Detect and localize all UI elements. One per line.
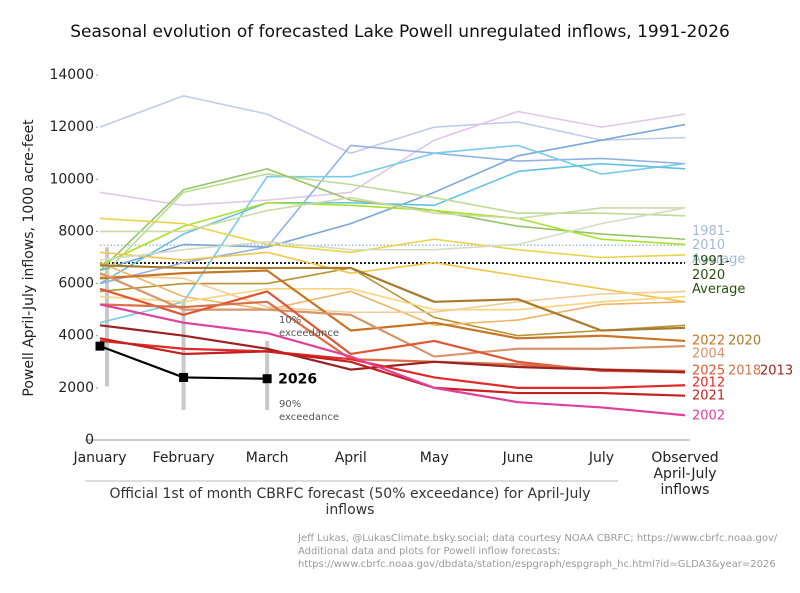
series-line: [99, 168, 686, 272]
series-line: [99, 274, 686, 314]
series-line: [99, 303, 686, 417]
y-tick-label: 14000: [49, 67, 94, 83]
series-line: [99, 339, 686, 389]
x-axis-label: Official 1st of month CBRFC forecast (50…: [109, 486, 591, 518]
series-line: [99, 162, 686, 285]
series-line: [99, 95, 686, 155]
y-tick-label: 12000: [49, 119, 94, 135]
chart-title: Seasonal evolution of forecasted Lake Po…: [70, 22, 730, 42]
series-label: 2026: [278, 372, 317, 388]
series-line: [99, 144, 686, 324]
series-line: [99, 251, 686, 303]
series-line: [99, 272, 686, 358]
series-line: [99, 217, 686, 259]
x-tick-label: May: [419, 450, 449, 466]
source-line: Jeff Lukas, @LukasClimate.bsky.social; d…: [298, 533, 778, 544]
series-line: [99, 337, 686, 397]
marker: [179, 372, 189, 382]
series-label: 2020: [728, 334, 761, 349]
exceedance-90-label: 90% exceedance: [279, 399, 339, 423]
series-line: [99, 269, 686, 343]
y-axis-label: Powell April-July inflows, 1000 acre-fee…: [21, 119, 37, 397]
x-tick-label: June: [502, 450, 534, 466]
series-line: [99, 144, 686, 285]
series-line: [99, 201, 686, 267]
y-tick-label: 2000: [58, 380, 94, 396]
y-tick-label: 10000: [49, 171, 94, 187]
y-tick-label: 8000: [58, 223, 94, 239]
exceedance-10-label: 10% exceedance: [279, 315, 339, 339]
series-line: [99, 173, 686, 279]
series-line: [99, 110, 686, 207]
series-label: 2022: [692, 334, 725, 349]
series-label: 2012: [692, 376, 725, 391]
series-label: 2004: [692, 347, 725, 362]
source: Jeff Lukas, @LukasClimate.bsky.social; d…: [298, 532, 798, 571]
series-line: [99, 261, 686, 327]
x-tick-label: February: [152, 450, 215, 466]
series-line: [99, 264, 686, 332]
source-line: https://www.cbrfc.noaa.gov/dbdata/statio…: [298, 559, 776, 570]
series-label: 2013: [760, 364, 793, 379]
series-label: 2021: [692, 389, 725, 404]
series-line: [99, 287, 686, 311]
reference-label: 1991-2020 Average: [692, 253, 746, 297]
y-tick-label: 4000: [58, 328, 94, 344]
x-tick-label: March: [245, 450, 289, 466]
reference-label: 1981-2010 Average: [692, 224, 746, 268]
x-tick-label: Observed April-July inflows: [651, 450, 719, 498]
y-tick-label: 0: [85, 432, 94, 448]
marker: [262, 374, 272, 384]
x-tick-label: July: [588, 450, 615, 466]
marker: [95, 341, 105, 351]
x-tick-label: April: [334, 450, 367, 466]
x-tick-label: January: [73, 450, 127, 466]
series-line: [99, 324, 686, 374]
series-line: [99, 207, 686, 261]
source-line: Additional data and plots for Powell inf…: [298, 546, 561, 557]
series-label: 2018: [728, 364, 761, 379]
series-label: 2002: [692, 409, 725, 424]
y-tick-label: 6000: [58, 276, 94, 292]
series-label: 2025: [692, 364, 725, 379]
series-line: [100, 196, 685, 233]
